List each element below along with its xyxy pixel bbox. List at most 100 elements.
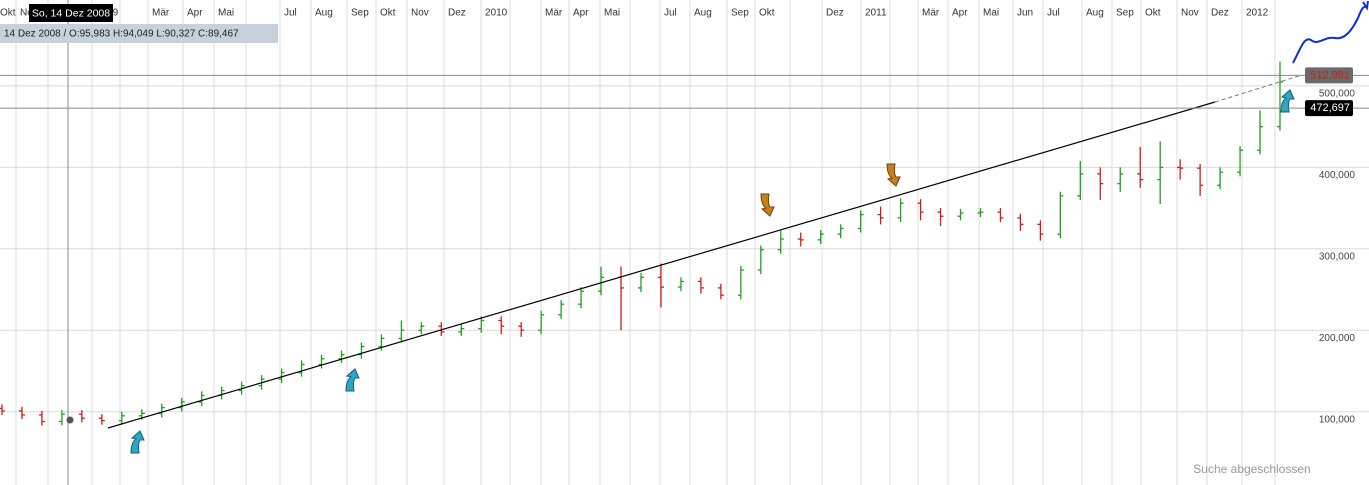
ohlc-bar <box>518 322 525 337</box>
y-tick-label: 400,000 <box>1319 170 1356 181</box>
ohlc-bar <box>0 404 5 415</box>
buy-arrow <box>130 430 145 454</box>
ohlc-bar <box>1057 191 1064 239</box>
ohlc-bar <box>1117 167 1124 192</box>
sell-arrow <box>760 193 775 217</box>
ohlc-bar <box>638 273 644 292</box>
ohlc-bar <box>1157 141 1164 205</box>
x-tick-label: Aug <box>1086 8 1104 19</box>
ohlc-bar <box>897 198 904 222</box>
ohlc-bar <box>418 322 425 335</box>
ohlc-bar <box>218 386 225 400</box>
ohlc-bar <box>1197 164 1204 196</box>
x-tick-label: Nov <box>1181 8 1199 19</box>
ohlc-bar <box>1257 110 1264 155</box>
status-text: Suche abgeschlossen <box>1193 462 1310 476</box>
ohlc-bar <box>777 230 784 254</box>
price-label: 512,981 <box>1310 69 1350 81</box>
date-tooltip <box>29 4 113 22</box>
ohlc-bar <box>997 208 1004 222</box>
x-tick-label: Okt <box>380 8 396 19</box>
ohlc-bar <box>18 406 25 420</box>
ohlc-bar <box>578 287 585 309</box>
ohlc-bar <box>1277 61 1283 131</box>
ohlc-bar <box>298 360 305 377</box>
y-tick-label: 500,000 <box>1319 89 1356 100</box>
date-tooltip-text: So, 14 Dez 2008 <box>32 7 110 19</box>
info-bar <box>0 24 278 43</box>
x-tick-label: Nov <box>411 8 429 19</box>
trend-line <box>107 101 1216 429</box>
ohlc-bar <box>58 410 65 426</box>
ohlc-bar <box>1177 159 1184 180</box>
x-tick-label: Apr <box>187 8 203 19</box>
ohlc-bar <box>318 354 325 369</box>
ohlc-bar <box>478 316 485 333</box>
ohlc-bar <box>837 224 844 239</box>
ohlc-bar <box>198 391 205 406</box>
y-tick-label: 200,000 <box>1319 333 1356 344</box>
x-tick-label: Jul <box>284 8 297 19</box>
ohlc-bar <box>158 403 165 418</box>
ohlc-bar <box>737 265 744 300</box>
x-tick-label: Dez <box>448 8 466 19</box>
ohlc-bar <box>1097 167 1104 200</box>
ohlc-bar <box>78 410 85 423</box>
x-tick-label: Dez <box>1211 8 1229 19</box>
price-label-box <box>1305 67 1353 84</box>
price-label-box <box>1305 100 1353 117</box>
x-tick-label: Okt <box>759 8 775 19</box>
ohlc-bar <box>977 208 984 218</box>
ohlc-bar <box>438 322 445 336</box>
ohlc-bar <box>1077 160 1084 200</box>
x-tick-label: Jun <box>1017 8 1033 19</box>
ohlc-bar <box>538 310 545 335</box>
x-tick-label: Okt <box>1145 8 1161 19</box>
ohlc-bar <box>717 283 724 300</box>
x-tick-label: Dez <box>826 8 844 19</box>
ohlc-bar <box>178 397 185 412</box>
y-tick-label: 100,000 <box>1319 414 1356 425</box>
ohlc-bar <box>657 263 664 308</box>
ohlc-bar <box>278 368 285 384</box>
info-text: 14 Dez 2008 / O:95,983 H:94,049 L:90,327… <box>4 29 239 40</box>
ohlc-bar <box>38 410 45 426</box>
ohlc-bar <box>1037 220 1044 241</box>
ohlc-bar <box>917 199 924 221</box>
ohlc-bar <box>677 277 684 292</box>
x-tick-label: Jul <box>664 8 677 19</box>
bars <box>0 61 1283 426</box>
ohlc-bar <box>957 208 964 221</box>
x-tick-label: Nov <box>20 8 38 19</box>
x-tick-label: Sep <box>1116 8 1134 19</box>
x-tick-label: Mär <box>922 8 940 19</box>
x-tick-label: 2012 <box>1246 8 1269 19</box>
y-tick-label: 300,000 <box>1319 251 1356 262</box>
x-tick-label: Aug <box>315 8 333 19</box>
crosshair-dot <box>66 416 74 424</box>
x-tick-label: Aug <box>694 8 712 19</box>
x-tick-label: Mai <box>983 8 999 19</box>
ohlc-bar <box>358 342 365 359</box>
ohlc-bar <box>1137 147 1144 188</box>
trend-extension <box>1214 74 1303 103</box>
x-tick-label: Mai <box>218 8 234 19</box>
ohlc-bar <box>857 210 864 233</box>
ohlc-bar <box>697 277 704 294</box>
ohlc-bar <box>1217 167 1224 190</box>
overlay: 512,981 472,697 <box>0 67 1369 117</box>
buy-arrow <box>345 368 360 392</box>
ohlc-bar <box>338 350 345 363</box>
ohlc-bar <box>398 320 405 343</box>
x-tick-label: 2010 <box>485 8 508 19</box>
ohlc-bar <box>558 300 565 319</box>
x-tick-label: Jul <box>1047 8 1060 19</box>
hand-drawn-curve <box>1292 0 1369 64</box>
x-tick-label: Sep <box>351 8 369 19</box>
x-tick-label: Mär <box>545 8 563 19</box>
sell-arrow <box>886 163 901 187</box>
x-tick-label: Apr <box>952 8 968 19</box>
